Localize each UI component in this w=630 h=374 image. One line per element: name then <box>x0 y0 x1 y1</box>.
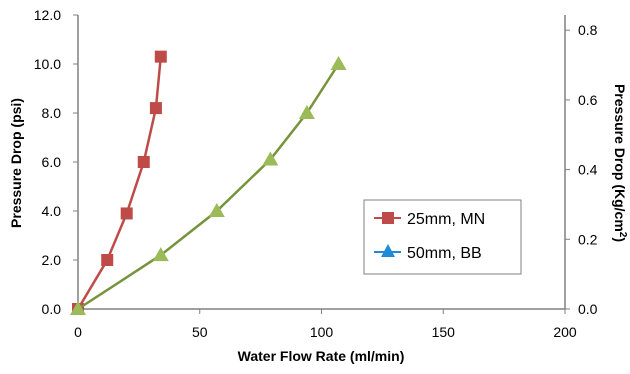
y-axis-title: Pressure Drop (psi) <box>8 98 24 228</box>
y2-axis-title-sup: 2 <box>617 232 628 238</box>
x-axis-ticks: 0 50 100 150 200 <box>74 309 577 340</box>
series-line-50mm-bb <box>77 63 340 311</box>
legend: 25mm, MN 50mm, BB <box>363 199 522 275</box>
data-point-25mm-mn <box>154 50 167 63</box>
legend-label-50mm: 50mm, BB <box>407 245 482 262</box>
data-point-50mm-bb <box>330 56 347 70</box>
legend-label-25mm: 25mm, MN <box>407 211 485 228</box>
x-tick-label: 200 <box>553 324 577 340</box>
y-tick-label: 4.0 <box>42 203 62 219</box>
x-tick-label: 50 <box>192 324 208 340</box>
x-tick-label: 0 <box>74 324 82 340</box>
x-tick-label: 150 <box>432 324 456 340</box>
legend-marker-25mm <box>382 212 394 224</box>
y2-axis-title-main: Pressure Drop (Kg/cm <box>612 84 628 232</box>
x-tick-label: 100 <box>310 324 334 340</box>
y-tick-label: 10.0 <box>34 56 61 72</box>
y2-axis-title-end: ) <box>612 237 628 242</box>
y2-tick-label: 0.4 <box>578 162 598 178</box>
series-line-25mm-mn <box>76 56 163 310</box>
y2-axis-title: Pressure Drop (Kg/cm2) <box>612 84 628 242</box>
data-point-50mm-bb <box>208 203 225 217</box>
data-point-25mm-mn <box>120 207 133 220</box>
y2-tick-label: 0.6 <box>578 92 598 108</box>
y2-axis-ticks: 0.0 0.2 0.4 0.6 0.8 <box>565 22 598 317</box>
series-layer <box>70 50 347 315</box>
y-tick-label: 6.0 <box>42 154 62 170</box>
data-point-25mm-mn <box>101 254 114 266</box>
y-tick-label: 0.0 <box>42 301 62 317</box>
data-point-50mm-bb <box>70 301 86 315</box>
data-point-50mm-bb <box>262 151 279 166</box>
y-tick-label: 8.0 <box>42 105 62 121</box>
data-point-50mm-bb <box>152 247 169 262</box>
x-axis-title: Water Flow Rate (ml/min) <box>238 348 405 364</box>
data-point-25mm-mn <box>137 156 150 168</box>
y-tick-label: 2.0 <box>42 252 62 268</box>
data-point-25mm-mn <box>149 102 162 115</box>
y2-tick-label: 0.2 <box>578 231 598 247</box>
data-point-50mm-bb <box>298 105 315 119</box>
legend-marker-50mm <box>381 244 395 257</box>
y2-tick-label: 0.0 <box>578 301 598 317</box>
y2-tick-label: 0.8 <box>578 22 598 38</box>
y-tick-label: 12.0 <box>34 7 61 23</box>
y-axis-ticks: 0.0 2.0 4.0 6.0 8.0 10.0 12.0 <box>34 7 78 317</box>
